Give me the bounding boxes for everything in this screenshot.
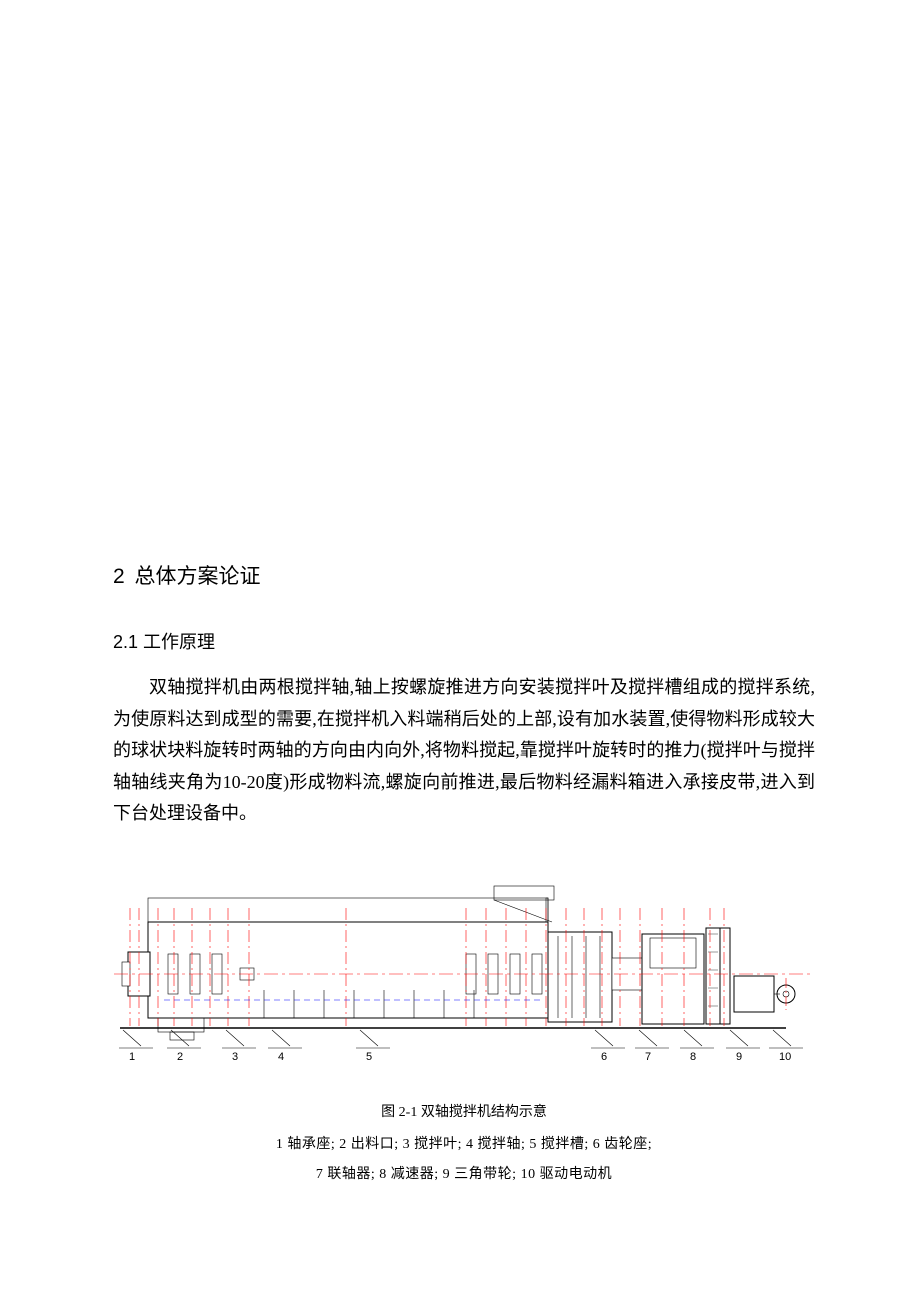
- subsection-heading: 2.1 工作原理: [113, 628, 815, 654]
- svg-text:8: 8: [690, 1051, 696, 1063]
- svg-text:5: 5: [366, 1051, 372, 1063]
- svg-text:4: 4: [278, 1051, 284, 1063]
- svg-text:2: 2: [177, 1051, 183, 1063]
- svg-text:6: 6: [601, 1051, 607, 1063]
- figure-caption: 图 2-1 双轴搅拌机结构示意: [113, 1101, 815, 1121]
- svg-text:10: 10: [779, 1051, 791, 1063]
- section-heading: 2 总体方案论证: [113, 560, 815, 590]
- figure-diagram: 1 2 3 4 5 6 7 8 9 10: [114, 858, 814, 1083]
- diagram-svg: 1 2 3 4 5 6 7 8 9 10: [114, 858, 814, 1083]
- svg-text:7: 7: [645, 1051, 651, 1063]
- figure-legend-1: 1 轴承座; 2 出料口; 3 搅拌叶; 4 搅拌轴; 5 搅拌槽; 6 齿轮座…: [113, 1133, 815, 1153]
- svg-text:3: 3: [232, 1051, 238, 1063]
- subsection-title: 工作原理: [143, 632, 215, 652]
- svg-text:1: 1: [129, 1051, 135, 1063]
- subsection-number: 2.1: [113, 632, 138, 652]
- figure-legend-2: 7 联轴器; 8 减速器; 9 三角带轮; 10 驱动电动机: [113, 1163, 815, 1183]
- section-title: 总体方案论证: [135, 565, 261, 588]
- body-paragraph: 双轴搅拌机由两根搅拌轴,轴上按螺旋推进方向安装搅拌叶及搅拌槽组成的搅拌系统,为使…: [113, 672, 815, 830]
- section-number: 2: [113, 565, 125, 588]
- svg-text:9: 9: [736, 1051, 742, 1063]
- page-root: 2 总体方案论证 2.1 工作原理 双轴搅拌机由两根搅拌轴,轴上按螺旋推进方向安…: [0, 0, 920, 1183]
